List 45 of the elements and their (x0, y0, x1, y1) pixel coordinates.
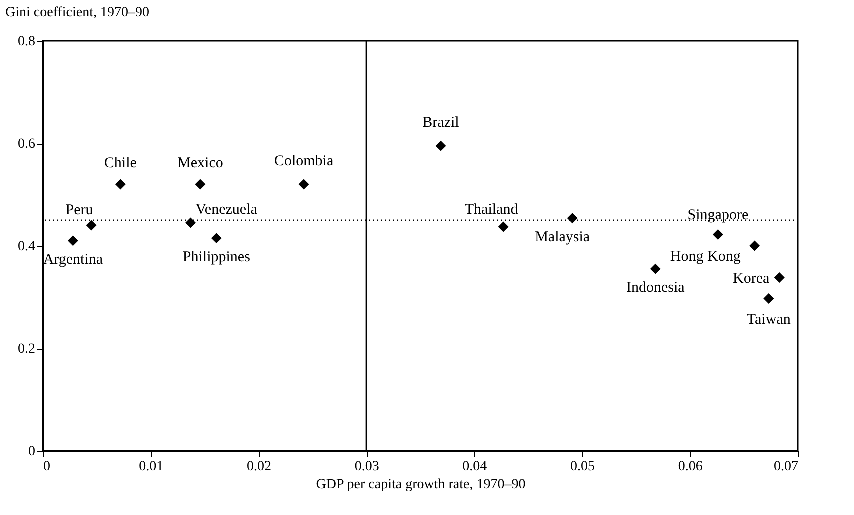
x-tick-label: 0.04 (462, 460, 488, 474)
point (567, 213, 578, 224)
annotation: Korea (733, 270, 770, 287)
point (436, 140, 446, 152)
x-tick-label: 0.03 (354, 460, 380, 474)
point (115, 179, 126, 190)
x-tick-label: 0.06 (678, 460, 703, 474)
point (86, 220, 97, 231)
annotation: Indonesia (626, 280, 686, 296)
point (298, 179, 310, 190)
annotation: Chile (104, 156, 138, 172)
x-tick-label: 0.05 (570, 460, 596, 474)
y-axis-title: Gini coefficient, 1970–90 (6, 6, 150, 20)
point (498, 222, 509, 232)
point (211, 233, 222, 244)
annotation: Malaysia (535, 229, 590, 246)
annotation: Colombia (274, 154, 334, 170)
annotation: Philippines (182, 249, 251, 266)
point (68, 236, 78, 246)
y-tick-label: 0.2 (18, 342, 36, 357)
annotation: Singapore (688, 208, 749, 224)
point (774, 272, 785, 284)
x-tick-label: 0.02 (246, 460, 272, 474)
point (764, 294, 774, 304)
annotation: Argentina (43, 252, 104, 268)
y-tick-label: 0 (28, 444, 36, 460)
x-tick-label: 0 (44, 460, 50, 474)
x-axis-title: GDP per capita growth rate, 1970–90 (316, 478, 526, 492)
x-tick-label: 0.07 (774, 460, 798, 474)
y-tick-label: 0.8 (18, 34, 36, 50)
annotation: Thailand (464, 202, 519, 218)
point (186, 218, 196, 228)
point (750, 240, 760, 252)
y-tick-label: 0.6 (18, 137, 36, 152)
annotation: Brazil (422, 115, 460, 132)
point (712, 229, 724, 240)
y-tick-label: 0.4 (18, 240, 36, 254)
annotation: Taiwan (746, 312, 792, 328)
annotation: Mexico (178, 156, 224, 172)
annotation: Hong Kong (670, 249, 742, 265)
x-tick-label: 0.01 (139, 460, 164, 474)
point (650, 264, 661, 274)
annotation: Peru (66, 202, 94, 218)
point (195, 179, 206, 190)
annotation: Venezuela (196, 202, 258, 218)
